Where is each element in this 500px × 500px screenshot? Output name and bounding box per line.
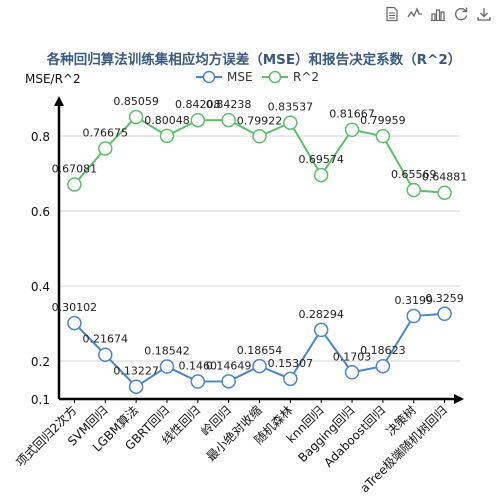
data-label-mse: 0.1460 xyxy=(179,360,218,373)
data-point-r2[interactable] xyxy=(67,177,82,192)
data-label-mse: 0.13227 xyxy=(113,365,159,378)
x-axis-categories: 项式回归2次方SVM回归LGBM算法GBRT回归线性回归岭回归最小绝对收缩随机森… xyxy=(13,399,450,495)
data-point-mse[interactable] xyxy=(375,358,391,374)
data-point-mse[interactable] xyxy=(437,306,452,322)
series-r2: 0.67081 0.76675 0.85059 0.80048 0.842080.842… xyxy=(52,95,468,200)
data-label-r2: 0.84238 xyxy=(206,98,252,111)
data-label-r2: 0.79922 xyxy=(237,114,283,127)
y-axis-arrow xyxy=(54,96,64,106)
data-point-mse[interactable] xyxy=(67,315,82,331)
data-point-r2[interactable] xyxy=(406,182,421,198)
data-point-mse[interactable] xyxy=(406,308,421,324)
data-view-icon[interactable] xyxy=(384,6,400,22)
data-label-r2: 0.76675 xyxy=(83,126,129,139)
y-tick-label: 0.4 xyxy=(31,280,50,294)
data-label-r2: 0.69574 xyxy=(298,153,344,166)
data-label-mse: 0.21674 xyxy=(83,333,129,346)
bar-chart-icon[interactable] xyxy=(430,6,446,22)
data-label-r2: 0.65569 xyxy=(391,168,437,181)
data-point-mse[interactable] xyxy=(190,374,206,389)
restore-icon[interactable] xyxy=(453,6,469,22)
legend-item-r2[interactable]: R^2 xyxy=(262,70,319,84)
download-icon[interactable] xyxy=(476,6,492,22)
data-point-mse[interactable] xyxy=(128,379,144,394)
data-label-r2: 0.85059 xyxy=(113,95,159,108)
y-axis-title: MSE/R^2 xyxy=(25,72,81,86)
data-label-mse: 0.3259 xyxy=(425,292,464,305)
data-label-r2: 0.84208 xyxy=(175,98,221,111)
legend-marker-r2 xyxy=(268,70,282,84)
y-tick-label: 0.1 xyxy=(31,393,50,407)
chart-toolbox xyxy=(384,6,492,22)
chart-title: 各种回归算法训练集相应均方误差（MSE）和报告决定系数（R^2） xyxy=(46,51,461,68)
x-axis-arrow xyxy=(454,394,464,404)
data-label-mse: 0.30102 xyxy=(52,301,98,314)
y-axis-ticks: 0.1 0.2 0.4 0.6 0.8 xyxy=(31,130,50,407)
data-label-r2: 0.67081 xyxy=(52,162,98,175)
data-point-r2[interactable] xyxy=(283,115,298,130)
data-point-mse[interactable] xyxy=(221,374,236,389)
data-point-r2[interactable] xyxy=(344,122,360,137)
series-layer: 0.30102 0.21674 0.13227 0.18542 0.14600.1464… xyxy=(52,95,468,394)
y-tick-label: 0.6 xyxy=(31,205,50,219)
series-line-r2 xyxy=(73,115,445,194)
data-label-mse: 0.18542 xyxy=(144,345,190,358)
legend-item-mse[interactable]: MSE xyxy=(196,70,253,84)
data-point-mse[interactable] xyxy=(283,371,298,387)
data-point-r2[interactable] xyxy=(437,185,452,200)
data-label-r2: 0.81667 xyxy=(329,108,375,121)
legend-label-r2: R^2 xyxy=(293,70,319,84)
data-label-r2: 0.79959 xyxy=(360,114,406,127)
line-chart-icon[interactable] xyxy=(407,6,423,22)
data-label-mse: 0.18654 xyxy=(237,344,283,357)
y-tick-label: 0.8 xyxy=(31,130,50,144)
series-mse: 0.30102 0.21674 0.13227 0.18542 0.14600.1464… xyxy=(52,292,464,394)
data-point-mse[interactable] xyxy=(252,358,267,374)
data-point-r2[interactable] xyxy=(375,128,391,144)
data-point-mse[interactable] xyxy=(344,365,360,380)
data-label-mse: 0.18623 xyxy=(360,344,406,357)
data-label-r2: 0.83537 xyxy=(268,101,314,114)
data-label-r2: 0.64881 xyxy=(422,171,468,184)
data-label-mse: 0.1703 xyxy=(333,350,372,363)
data-point-mse[interactable] xyxy=(313,322,329,338)
data-point-r2[interactable] xyxy=(159,128,175,144)
data-label-mse: 0.3199 xyxy=(394,294,433,307)
legend: MSE R^2 xyxy=(196,70,319,84)
data-label-mse: 0.14649 xyxy=(206,359,252,372)
data-point-r2[interactable] xyxy=(190,112,206,128)
data-label-mse: 0.28294 xyxy=(298,308,344,321)
data-point-r2[interactable] xyxy=(221,112,236,128)
data-label-r2: 0.80048 xyxy=(144,114,190,127)
data-point-mse[interactable] xyxy=(98,347,113,362)
legend-marker-mse xyxy=(202,70,216,84)
data-point-r2[interactable] xyxy=(128,109,144,125)
data-point-r2[interactable] xyxy=(252,129,267,144)
data-label-mse: 0.15307 xyxy=(268,357,314,370)
legend-label-mse: MSE xyxy=(227,70,253,84)
y-tick-label: 0.2 xyxy=(31,355,50,369)
data-point-r2[interactable] xyxy=(98,141,113,156)
data-point-r2[interactable] xyxy=(313,167,329,183)
data-point-mse[interactable] xyxy=(159,359,175,374)
